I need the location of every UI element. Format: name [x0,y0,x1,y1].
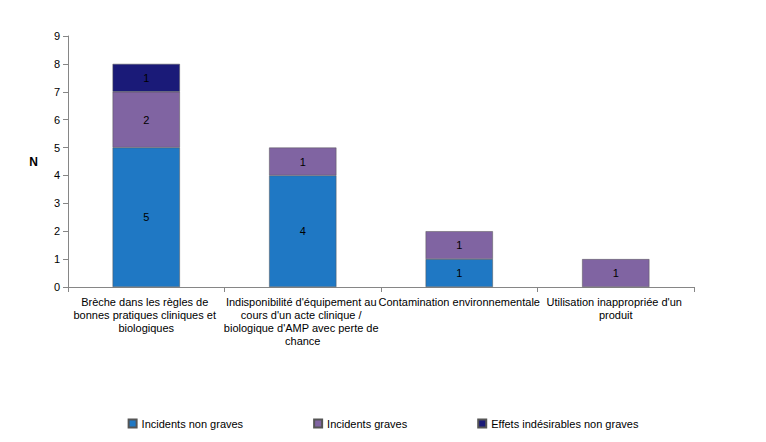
svg-text:1: 1 [613,267,619,279]
svg-text:2: 2 [143,114,149,126]
svg-text:Utilisation inappropriée d'un: Utilisation inappropriée d'un [547,296,685,308]
svg-text:Indisponibilité d'équipement a: Indisponibilité d'équipement au [226,296,380,308]
svg-text:Incidents graves: Incidents graves [327,418,408,430]
svg-text:4: 4 [54,169,60,181]
svg-text:1: 1 [300,156,306,168]
svg-text:0: 0 [54,281,60,293]
svg-text:Contamination environnementale: Contamination environnementale [379,296,540,308]
svg-text:4: 4 [300,225,306,237]
svg-text:Incidents non graves: Incidents non graves [142,418,244,430]
svg-text:Effets indésirables non graves: Effets indésirables non graves [491,418,639,430]
svg-text:1: 1 [456,267,462,279]
svg-text:2: 2 [54,225,60,237]
svg-text:chance: chance [285,335,320,347]
svg-text:8: 8 [54,58,60,70]
svg-text:biologique d'AMP avec perte de: biologique d'AMP avec perte de [224,322,382,334]
svg-text:3: 3 [54,197,60,209]
svg-text:1: 1 [143,72,149,84]
svg-text:1: 1 [456,239,462,251]
svg-text:biologiques: biologiques [118,322,174,334]
svg-text:cours d'un acte clinique /: cours d'un acte clinique / [241,309,365,321]
svg-text:5: 5 [143,211,149,223]
svg-text:9: 9 [54,30,60,42]
svg-text:6: 6 [54,114,60,126]
svg-text:N: N [29,155,38,169]
svg-text:1: 1 [54,253,60,265]
svg-text:7: 7 [54,86,60,98]
svg-text:Brèche dans les règles de: Brèche dans les règles de [81,296,211,308]
svg-text:produit: produit [599,309,633,321]
svg-text:bonnes pratiques cliniques et: bonnes pratiques cliniques et [73,309,219,321]
svg-text:5: 5 [54,142,60,154]
